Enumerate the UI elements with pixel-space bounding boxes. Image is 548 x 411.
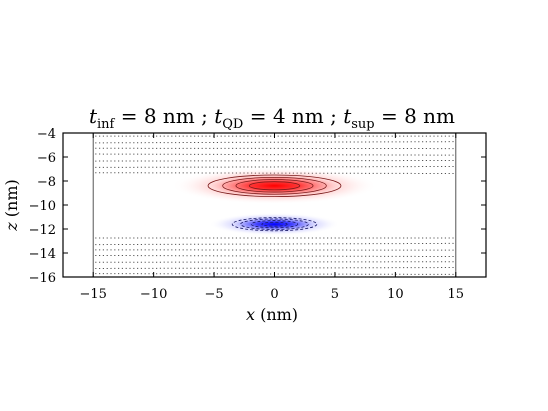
title-value-2: = 8 nm (375, 104, 455, 128)
title-var-1: t (214, 104, 223, 128)
title-value-0: = 8 nm ; (114, 104, 214, 128)
y-axis-ticks: −4 −6 −8 −10 −12 −14 −16 (29, 127, 486, 286)
y-tick-label-0: −4 (37, 127, 56, 142)
background-line-lower-5 (95, 267, 454, 269)
plot-area (62, 132, 487, 278)
contour-negative-0 (231, 217, 318, 232)
x-axis-label: x (nm) (246, 305, 298, 324)
background-line-upper-4 (95, 159, 454, 162)
contour-positive-2 (235, 179, 314, 193)
background-line-upper-1 (95, 141, 454, 144)
x-tick-label-0: −15 (79, 287, 106, 302)
x-tick-label-2: −5 (204, 287, 223, 302)
background-line-upper-5 (95, 165, 454, 168)
domain-edges (92, 133, 457, 277)
y-tick-label-2: −8 (37, 175, 56, 190)
background-line-upper-3 (95, 153, 454, 156)
lobe-positive-fill (204, 174, 345, 198)
plot-background (63, 133, 486, 277)
title-value-1: = 4 nm ; (243, 104, 343, 128)
x-tick-label-1: −10 (140, 287, 167, 302)
contour-positive-1 (222, 176, 327, 195)
lobe-negative-fill (230, 217, 319, 232)
x-tick-label-3: 0 (270, 287, 278, 302)
chart-title: tinf = 8 nm ; tQD = 4 nm ; tsup = 8 nm (89, 104, 455, 132)
y-tick-label-3: −10 (29, 199, 56, 214)
density-lobes (171, 167, 378, 236)
title-sub-1: QD (222, 117, 243, 132)
y-tick-label-1: −6 (37, 151, 56, 166)
contour-negative-3 (261, 221, 288, 227)
contour-negative-1 (240, 218, 309, 230)
background-line-lower-4 (95, 261, 454, 263)
title-sub-2: sup (351, 117, 374, 132)
y-tick-label-4: −12 (29, 223, 56, 238)
x-axis-unit: (nm) (255, 305, 298, 324)
contour-positive-3 (248, 181, 301, 191)
y-axis-label: z (nm) (2, 179, 21, 231)
y-tick-label-6: −16 (29, 271, 56, 286)
x-tick-label-4: 5 (331, 287, 339, 302)
x-tick-label-5: 10 (387, 287, 404, 302)
contour-positive-0 (207, 174, 342, 198)
x-axis-var: x (246, 305, 255, 324)
title-sub-0: inf (97, 117, 116, 132)
y-axis-unit: (nm) (2, 179, 21, 222)
title-var-0: t (89, 104, 98, 128)
y-tick-label-5: −14 (29, 247, 56, 262)
x-axis-ticks: −15 −10 −5 0 5 10 15 (79, 133, 464, 302)
background-line-lower-3 (95, 254, 454, 258)
x-tick-label-6: 15 (448, 287, 465, 302)
contour-negative-2 (250, 220, 299, 229)
y-axis-var: z (2, 222, 21, 232)
title-var-2: t (343, 104, 352, 128)
background-line-lower-1 (95, 242, 454, 246)
